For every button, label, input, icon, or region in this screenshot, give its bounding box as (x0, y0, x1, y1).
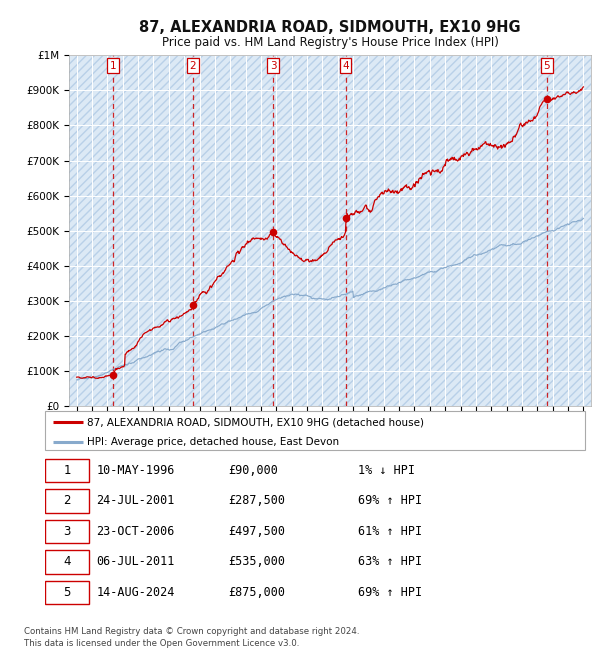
FancyBboxPatch shape (45, 550, 89, 574)
Text: 10-MAY-1996: 10-MAY-1996 (96, 464, 175, 477)
Text: £497,500: £497,500 (229, 525, 286, 538)
FancyBboxPatch shape (45, 458, 89, 482)
Text: 1: 1 (64, 464, 71, 477)
Text: 23-OCT-2006: 23-OCT-2006 (96, 525, 175, 538)
Text: HPI: Average price, detached house, East Devon: HPI: Average price, detached house, East… (87, 437, 339, 447)
Text: £90,000: £90,000 (229, 464, 278, 477)
Text: Price paid vs. HM Land Registry's House Price Index (HPI): Price paid vs. HM Land Registry's House … (161, 36, 499, 49)
Text: 06-JUL-2011: 06-JUL-2011 (96, 555, 175, 568)
Text: 1% ↓ HPI: 1% ↓ HPI (358, 464, 415, 477)
Text: 3: 3 (64, 525, 71, 538)
Text: Contains HM Land Registry data © Crown copyright and database right 2024.
This d: Contains HM Land Registry data © Crown c… (24, 627, 359, 648)
Text: 87, ALEXANDRIA ROAD, SIDMOUTH, EX10 9HG (detached house): 87, ALEXANDRIA ROAD, SIDMOUTH, EX10 9HG … (87, 417, 424, 427)
Text: 1: 1 (110, 60, 116, 70)
Text: 87, ALEXANDRIA ROAD, SIDMOUTH, EX10 9HG: 87, ALEXANDRIA ROAD, SIDMOUTH, EX10 9HG (139, 20, 521, 36)
Text: 2: 2 (190, 60, 196, 70)
FancyBboxPatch shape (45, 411, 585, 450)
FancyBboxPatch shape (45, 580, 89, 605)
Text: 14-AUG-2024: 14-AUG-2024 (96, 586, 175, 599)
Text: 4: 4 (64, 555, 71, 568)
FancyBboxPatch shape (45, 519, 89, 543)
Text: £535,000: £535,000 (229, 555, 286, 568)
Text: 69% ↑ HPI: 69% ↑ HPI (358, 494, 422, 507)
Text: £287,500: £287,500 (229, 494, 286, 507)
Text: 61% ↑ HPI: 61% ↑ HPI (358, 525, 422, 538)
Text: 2: 2 (64, 494, 71, 507)
FancyBboxPatch shape (45, 489, 89, 513)
Text: 69% ↑ HPI: 69% ↑ HPI (358, 586, 422, 599)
Text: £875,000: £875,000 (229, 586, 286, 599)
Text: 24-JUL-2001: 24-JUL-2001 (96, 494, 175, 507)
Text: 4: 4 (342, 60, 349, 70)
Text: 63% ↑ HPI: 63% ↑ HPI (358, 555, 422, 568)
Text: 5: 5 (544, 60, 550, 70)
Text: 5: 5 (64, 586, 71, 599)
Text: 3: 3 (270, 60, 277, 70)
